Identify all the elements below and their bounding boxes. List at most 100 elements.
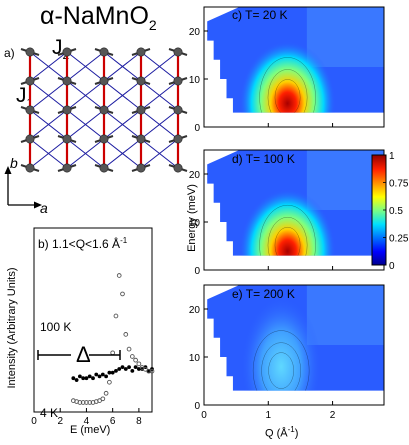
map-contour <box>267 217 308 256</box>
j2-bond <box>66 80 105 111</box>
point-4k <box>123 332 129 337</box>
point-100k <box>97 374 102 379</box>
series-100k-label: 100 K <box>40 320 72 334</box>
mn-atom <box>99 47 109 57</box>
point-4k <box>146 368 152 374</box>
point-100k <box>110 370 115 375</box>
panel-a-label: a) <box>4 46 15 60</box>
j2-bond <box>140 138 179 169</box>
point-100k <box>100 372 105 377</box>
point-100k <box>71 376 76 381</box>
map-contour <box>274 227 301 256</box>
panel-c-label: c) T= 20 K <box>232 8 288 22</box>
panel-b-xtick-label: 6 <box>110 416 116 427</box>
axis-b-arrowhead <box>4 166 12 174</box>
mn-atom <box>136 76 146 86</box>
mn-atom <box>25 163 35 173</box>
map-ytick-label: 10 <box>189 353 201 364</box>
axis-a-arrowhead <box>34 201 42 209</box>
point-4k <box>100 396 106 402</box>
map-data-region <box>207 285 385 391</box>
point-100k <box>120 365 125 370</box>
colorbar-tick-label: 0.25 <box>389 234 409 245</box>
panel-b-frame <box>33 227 153 413</box>
point-4k <box>84 400 89 405</box>
map-peak <box>239 189 336 256</box>
map-frame <box>203 284 385 406</box>
j2-bond <box>29 51 68 82</box>
j2-bond <box>103 138 142 169</box>
map-band <box>306 7 385 67</box>
mn-atom <box>62 134 72 144</box>
map-data-region <box>207 150 385 256</box>
map-ytick-label: 20 <box>189 27 201 38</box>
map-data-region <box>207 7 385 113</box>
panel-b-xtick-label: 8 <box>136 416 142 427</box>
right-ylabel: Energy (meV) <box>186 184 198 252</box>
panel-b-xtick-label: 4 <box>84 416 90 427</box>
panel-b-xtick-label: 2 <box>57 416 63 427</box>
point-100k <box>117 367 122 371</box>
j2-bond <box>103 80 142 111</box>
map-contour <box>274 79 301 113</box>
gap-label-bg <box>71 345 89 365</box>
point-100k <box>130 368 135 373</box>
point-4k <box>126 346 132 352</box>
gap-label: Δ <box>76 342 91 367</box>
panel-b-chart: 0 2 4 6 8 <box>31 227 155 427</box>
map-peak <box>239 41 336 113</box>
mn-atom <box>173 105 183 115</box>
mn-atom <box>25 76 35 86</box>
energy-q-maps: 0 10 20 0 10 20 0 10 20 0 1 2 1 0.75 0.5 0.25 0 <box>189 6 409 421</box>
j2-bond <box>103 51 142 82</box>
map-contour <box>268 352 294 389</box>
panel-b-label: b) 1.1<Q<1.6 Å-1 <box>38 236 128 251</box>
colorbar-tick-label: 0.5 <box>389 206 403 217</box>
mn-atom <box>136 47 146 57</box>
panel-e-label: e) T= 200 K <box>232 287 295 301</box>
j2-bond <box>103 109 142 140</box>
j2-bond <box>29 80 68 111</box>
map-contour <box>259 57 316 113</box>
point-100k <box>81 376 86 381</box>
mn-atom <box>25 47 35 57</box>
j2-bond <box>66 51 105 82</box>
point-100k <box>84 376 89 381</box>
mn-atom <box>136 163 146 173</box>
mn-atom <box>173 134 183 144</box>
point-100k <box>77 374 82 379</box>
mn-atom <box>173 76 183 86</box>
axis-b-label: b <box>10 155 18 171</box>
point-4k <box>103 390 109 396</box>
point-4k <box>113 313 119 319</box>
map-ytick-label: 20 <box>189 305 201 316</box>
panel-b-xtick-label: 0 <box>31 416 37 427</box>
point-4k <box>107 379 112 385</box>
mn-atom <box>62 163 72 173</box>
panel-b-ylabel: Intensity (Arbitrary Units) <box>6 267 18 389</box>
mn-atom <box>136 134 146 144</box>
map-contour <box>252 330 310 391</box>
point-4k <box>149 368 155 374</box>
mn-atom <box>99 134 109 144</box>
panel-b-xlabel: E (meV) <box>70 424 111 436</box>
mn-atom <box>99 105 109 115</box>
series-4k-label: 4 K <box>40 406 59 420</box>
mn-atom <box>25 105 35 115</box>
point-4k <box>80 400 86 405</box>
map-ytick-label: 20 <box>189 170 201 181</box>
mn-atom <box>62 47 72 57</box>
map-xtick-label: 2 <box>330 410 336 421</box>
lattice-diagram <box>4 47 188 209</box>
map-contour <box>267 69 308 113</box>
j2-bond <box>66 138 105 169</box>
axis-a-label: a <box>40 200 48 216</box>
map-ytick-label: 10 <box>189 218 201 229</box>
colorbar-tick-label: 1 <box>389 151 395 162</box>
mn-atom <box>99 76 109 86</box>
map-contour <box>261 342 301 391</box>
point-4k <box>87 400 93 405</box>
map-ytick-label: 0 <box>194 123 200 134</box>
point-100k <box>107 370 112 375</box>
point-100k <box>127 365 131 370</box>
